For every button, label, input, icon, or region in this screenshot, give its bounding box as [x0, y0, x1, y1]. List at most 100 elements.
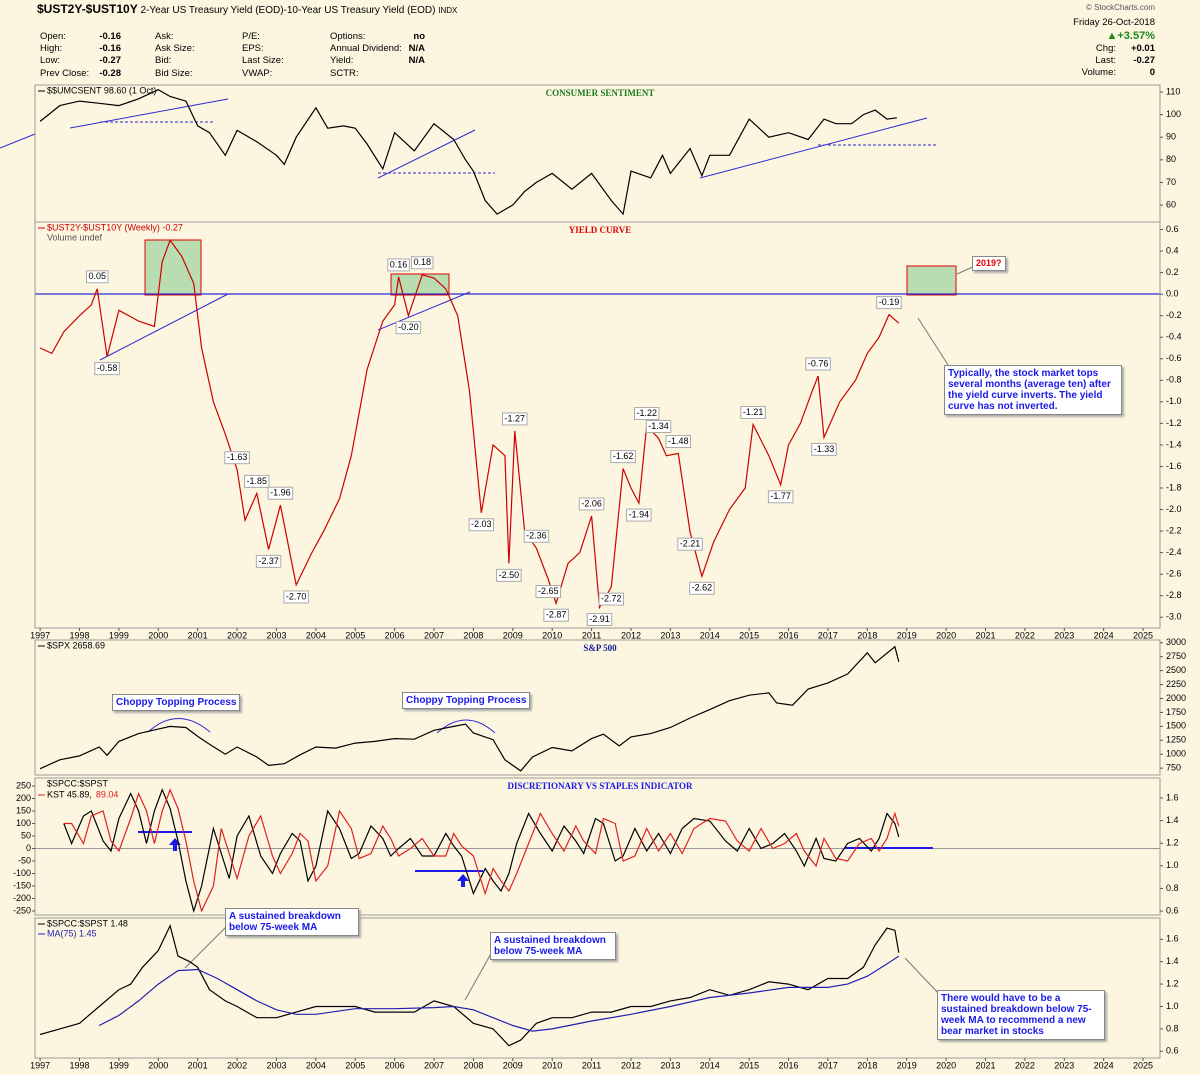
point-label-box — [811, 442, 837, 456]
x-tick-label: 2013 — [660, 630, 680, 640]
x-tick-label: 2017 — [818, 1060, 838, 1070]
callout-pointer — [184, 924, 229, 969]
y-tick-label: 1000 — [1166, 749, 1186, 759]
point-label: -2.70 — [286, 591, 307, 601]
callout-pointer — [917, 317, 951, 369]
stat-value: -0.27 — [1133, 55, 1155, 66]
callout: Typically, the stock market tops several… — [944, 365, 1122, 415]
legend-label: $UST2Y-$UST10Y (Weekly) -0.27 — [47, 222, 183, 232]
y-tick-label: 0.0 — [1166, 289, 1179, 299]
y-tick-label: 750 — [1166, 763, 1181, 773]
y-tick-label: 200 — [16, 793, 31, 803]
panel-title: YIELD CURVE — [569, 225, 631, 235]
point-label: -1.21 — [743, 407, 764, 417]
top-arc — [436, 719, 496, 734]
x-tick-label: 2024 — [1094, 1060, 1114, 1070]
x-tick-label: 2009 — [503, 1060, 523, 1070]
exchange: INDX — [438, 6, 458, 15]
x-tick-label: 2023 — [1054, 1060, 1074, 1070]
y-tick-label: -0.8 — [1166, 375, 1182, 385]
x-tick-label: 2020 — [936, 630, 956, 640]
y-tick-label: 0.2 — [1166, 267, 1179, 277]
point-label-box — [633, 407, 660, 421]
quote-value: no — [413, 31, 425, 42]
y-tick-label: -0.6 — [1166, 353, 1182, 363]
x-tick-label: 2012 — [621, 1060, 641, 1070]
y-tick-label: 2000 — [1166, 693, 1186, 703]
quote-label: Bid: — [155, 55, 172, 66]
stat-value: +0.01 — [1130, 43, 1155, 54]
quote-label: Ask: — [155, 31, 174, 42]
point-label: -2.87 — [546, 610, 567, 620]
change-row: ▲+3.57% — [1106, 30, 1155, 42]
highlight-box — [906, 265, 957, 296]
point-label: -2.65 — [538, 586, 559, 596]
x-tick-label: 2013 — [660, 1060, 680, 1070]
y-tick-label: -250 — [13, 905, 31, 915]
panel-frame — [34, 84, 1161, 223]
x-tick-label: 2019 — [897, 1060, 917, 1070]
point-label: -2.06 — [581, 498, 602, 508]
date: Friday 26-Oct-2018 — [1073, 17, 1155, 28]
point-label: -0.20 — [398, 322, 419, 332]
x-tick-label: 2008 — [463, 1060, 483, 1070]
y-tick-label: 80 — [1166, 154, 1176, 164]
x-tick-label: 2007 — [424, 1060, 444, 1070]
series-line — [39, 924, 900, 1047]
y-tick-label: 100 — [1166, 109, 1181, 119]
highlight-box — [144, 239, 202, 296]
x-tick-label: 2010 — [542, 630, 562, 640]
x-tick-label: 2017 — [818, 630, 838, 640]
point-label-box — [244, 474, 270, 488]
x-tick-label: 2016 — [779, 630, 799, 640]
y-tick-label: 0.8 — [1166, 1023, 1179, 1033]
x-tick-label: 2005 — [345, 1060, 365, 1070]
quote-label: Annual Dividend: — [330, 43, 402, 54]
quote-label: SCTR: — [330, 68, 359, 79]
point-label: -1.63 — [227, 452, 248, 462]
callout: A sustained breakdown below 75-week MA — [490, 932, 616, 960]
point-label: -1.94 — [629, 509, 650, 519]
quote-label: Ask Size: — [155, 43, 195, 54]
trend-line — [99, 293, 229, 361]
x-tick-label: 2011 — [582, 1060, 601, 1070]
x-tick-label: 1999 — [109, 1060, 129, 1070]
quote-value: -0.27 — [99, 55, 121, 66]
y-tick-label: 0.4 — [1166, 245, 1179, 255]
copyright: © StockCharts.com — [1085, 3, 1155, 12]
x-tick-label: 2016 — [779, 1060, 799, 1070]
point-label-box — [224, 451, 250, 465]
legend-label: KST 45.89, — [47, 789, 92, 799]
point-label-box — [805, 357, 831, 371]
panel: 0.6 0.4 0.2 0.0 -0.2 -0.4 -0.6 -0.8 -1.0 -1.2 -1.4… — [30, 221, 1182, 640]
x-tick-label: 1999 — [109, 630, 129, 640]
point-label: -1.62 — [613, 451, 634, 461]
point-label: -2.21 — [680, 539, 701, 549]
legend-label: MA(75) 1.45 — [47, 928, 97, 938]
y-tick-label: 0 — [26, 843, 31, 853]
y-tick-label: 1.2 — [1166, 978, 1179, 988]
y-tick-label: -1.2 — [1166, 418, 1182, 428]
y-tick-label: 250 — [16, 780, 31, 790]
symbol: $UST2Y-$UST10Y — [37, 2, 138, 16]
panel-title: S&P 500 — [583, 643, 617, 653]
x-tick-label: 2019 — [897, 630, 917, 640]
point-label: -1.27 — [505, 413, 526, 423]
point-label: -1.34 — [648, 421, 669, 431]
quote-label: Options: — [330, 31, 366, 42]
y-tick-label: -2.0 — [1166, 504, 1182, 514]
y-tick-label: 1.0 — [1166, 1001, 1179, 1011]
point-label: 0.18 — [413, 257, 431, 267]
point-label: -2.91 — [589, 614, 610, 624]
x-tick-label: 2007 — [424, 630, 444, 640]
x-tick-label: 2025 — [1133, 630, 1153, 640]
point-label: -1.22 — [636, 408, 657, 418]
quote-label: P/E: — [242, 31, 260, 42]
x-tick-label: 2023 — [1054, 630, 1074, 640]
y-tick-label: -2.2 — [1166, 525, 1182, 535]
x-tick-label: 2014 — [700, 630, 720, 640]
point-label-box — [740, 405, 766, 419]
y-tick-label: 150 — [16, 805, 31, 815]
panel-title: DISCRETIONARY VS STAPLES INDICATOR — [508, 781, 693, 791]
x-tick-label: 1997 — [30, 630, 50, 640]
